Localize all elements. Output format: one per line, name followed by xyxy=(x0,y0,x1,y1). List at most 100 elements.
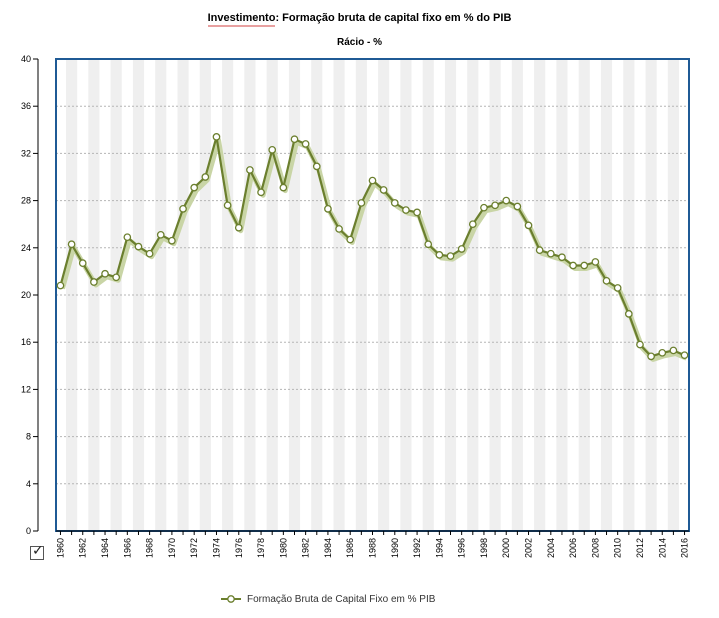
data-point xyxy=(546,249,555,258)
data-point xyxy=(312,162,321,171)
data-point xyxy=(335,225,343,233)
y-tick-label: 40 xyxy=(21,54,31,64)
legend-marker-icon xyxy=(221,595,241,603)
x-tick-label: 1972 xyxy=(189,538,199,558)
x-tick-label: 2010 xyxy=(613,538,623,558)
x-axis: 1960 1962 1964 1966 1968 1970 1972 1974 1976 1978… xyxy=(55,530,690,558)
data-point xyxy=(212,133,221,141)
x-tick-label: 2016 xyxy=(680,538,690,558)
data-point xyxy=(457,245,466,253)
data-point xyxy=(669,346,678,355)
data-point xyxy=(402,206,410,214)
data-point xyxy=(624,310,633,318)
data-point xyxy=(513,202,522,211)
chart-band xyxy=(444,59,457,531)
data-point xyxy=(67,240,76,249)
x-tick-label: 1982 xyxy=(301,538,311,558)
series-line xyxy=(59,135,685,358)
x-tick-label: 1998 xyxy=(479,538,489,558)
data-point xyxy=(480,203,488,212)
chart-band xyxy=(177,59,189,531)
y-tick-label: 28 xyxy=(21,196,31,206)
chart-band xyxy=(222,59,234,531)
x-tick-label: 1992 xyxy=(412,538,422,558)
y-tick-label: 4 xyxy=(26,479,31,489)
data-point xyxy=(101,269,109,278)
series-toggle-checkbox[interactable]: ✓ xyxy=(30,543,44,560)
data-point xyxy=(346,235,355,244)
data-point xyxy=(324,205,332,213)
data-point xyxy=(636,340,644,349)
data-point xyxy=(580,261,589,270)
data-point xyxy=(424,240,433,249)
x-tick-label: 1994 xyxy=(434,538,444,558)
data-point xyxy=(290,135,299,144)
chart-band xyxy=(645,59,657,531)
data-point xyxy=(502,196,511,205)
x-tick-label: 1996 xyxy=(457,538,467,558)
data-point xyxy=(123,233,132,242)
x-tick-label: 1966 xyxy=(122,538,132,558)
chart-title: Investimento: Formação bruta de capital … xyxy=(0,12,719,27)
chart-gridlines xyxy=(56,105,689,485)
y-tick-label: 24 xyxy=(21,243,31,253)
x-tick-label: 2008 xyxy=(590,538,600,558)
chart-band xyxy=(288,59,301,531)
data-point xyxy=(524,221,533,230)
data-point xyxy=(201,173,210,181)
data-point xyxy=(78,259,87,267)
x-tick-label: 2004 xyxy=(546,538,556,558)
y-tick-label: 12 xyxy=(21,384,31,394)
chart-subtitle: Rácio - % xyxy=(336,37,382,48)
data-point xyxy=(613,284,622,292)
y-tick-label: 8 xyxy=(26,432,31,442)
x-tick-label: 2006 xyxy=(568,538,578,558)
data-point xyxy=(112,273,121,282)
x-tick-label: 2012 xyxy=(635,538,645,558)
data-point xyxy=(390,199,399,207)
check-icon: ✓ xyxy=(32,543,44,559)
y-tick-label: 16 xyxy=(21,337,31,347)
data-point xyxy=(680,351,689,360)
legend-label: Formação Bruta de Capital Fixo em % PIB xyxy=(247,593,436,605)
data-point xyxy=(268,146,277,154)
chart-band xyxy=(489,59,501,531)
data-point xyxy=(145,249,154,258)
chart-band xyxy=(66,59,78,531)
data-point xyxy=(658,348,667,357)
data-point xyxy=(168,236,176,245)
x-tick-label: 1976 xyxy=(234,538,244,558)
data-point xyxy=(379,186,388,194)
data-point xyxy=(491,201,499,210)
data-point xyxy=(90,278,98,286)
x-tick-label: 2014 xyxy=(657,538,667,558)
x-tick-label: 1978 xyxy=(256,538,266,558)
data-point xyxy=(368,176,377,185)
data-point xyxy=(446,252,455,260)
legend[interactable]: Formação Bruta de Capital Fixo em % PIB xyxy=(221,592,435,606)
chart-band xyxy=(534,59,546,531)
data-point xyxy=(591,258,600,266)
chart-band xyxy=(132,59,145,531)
data-point xyxy=(535,246,544,255)
chart-title-rest: : Formação bruta de capital fixo em % do… xyxy=(275,12,512,24)
data-point xyxy=(357,199,366,207)
data-point xyxy=(569,261,577,270)
chart-title-highlight: Investimento xyxy=(207,12,276,27)
y-axis: 0 4 8 12 16 20 24 28 32 36 40 xyxy=(21,54,39,536)
data-point xyxy=(257,188,265,197)
x-tick-label: 1984 xyxy=(323,538,333,558)
data-point xyxy=(279,183,288,192)
data-point xyxy=(435,251,444,259)
data-point xyxy=(190,183,199,192)
y-tick-label: 20 xyxy=(21,290,31,300)
chart-band xyxy=(378,59,390,531)
data-point xyxy=(413,208,421,217)
y-tick-label: 32 xyxy=(21,148,31,158)
x-tick-label: 1986 xyxy=(345,538,355,558)
chart-band xyxy=(600,59,613,531)
x-tick-label: 1970 xyxy=(167,538,177,558)
data-point xyxy=(558,253,566,262)
data-point xyxy=(468,220,477,229)
